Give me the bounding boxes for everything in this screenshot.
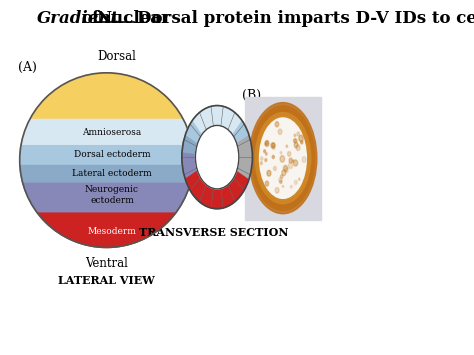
FancyBboxPatch shape xyxy=(245,97,321,220)
Text: Gradient: Gradient xyxy=(37,10,119,27)
Polygon shape xyxy=(192,105,242,135)
Circle shape xyxy=(294,180,297,185)
Polygon shape xyxy=(185,171,249,209)
Circle shape xyxy=(271,143,275,148)
Text: (B): (B) xyxy=(242,89,261,102)
Text: Nuclear: Nuclear xyxy=(96,10,170,27)
Circle shape xyxy=(265,141,269,147)
Circle shape xyxy=(192,145,200,157)
Circle shape xyxy=(264,150,265,153)
Circle shape xyxy=(301,141,303,144)
Text: TRANSVERSE SECTION: TRANSVERSE SECTION xyxy=(139,226,289,237)
Circle shape xyxy=(189,156,198,168)
Circle shape xyxy=(267,170,271,176)
Circle shape xyxy=(299,135,303,142)
Polygon shape xyxy=(237,153,253,179)
Circle shape xyxy=(265,181,269,186)
Circle shape xyxy=(289,158,292,163)
Polygon shape xyxy=(237,135,252,179)
Circle shape xyxy=(281,175,283,179)
Circle shape xyxy=(293,160,298,166)
Ellipse shape xyxy=(261,122,305,194)
Circle shape xyxy=(296,145,300,151)
Circle shape xyxy=(288,152,291,156)
Circle shape xyxy=(265,143,267,145)
Circle shape xyxy=(265,153,267,155)
Polygon shape xyxy=(237,135,252,154)
Circle shape xyxy=(260,162,262,165)
Polygon shape xyxy=(232,121,249,144)
Circle shape xyxy=(289,163,292,169)
Polygon shape xyxy=(182,153,198,179)
Circle shape xyxy=(280,180,282,184)
Circle shape xyxy=(272,155,274,159)
Polygon shape xyxy=(36,212,177,247)
Text: of: of xyxy=(82,10,100,27)
Polygon shape xyxy=(185,121,202,144)
Ellipse shape xyxy=(249,103,317,214)
Circle shape xyxy=(273,166,276,171)
Ellipse shape xyxy=(255,113,311,204)
Circle shape xyxy=(299,178,300,180)
Circle shape xyxy=(285,168,288,173)
Circle shape xyxy=(293,139,296,143)
Circle shape xyxy=(275,187,279,193)
Circle shape xyxy=(280,151,282,154)
Circle shape xyxy=(265,141,268,145)
Polygon shape xyxy=(22,182,191,212)
Text: LATERAL VIEW: LATERAL VIEW xyxy=(58,275,155,286)
Polygon shape xyxy=(182,135,198,154)
Circle shape xyxy=(273,146,275,150)
Circle shape xyxy=(294,139,297,143)
Circle shape xyxy=(279,178,282,182)
Circle shape xyxy=(294,142,298,148)
Text: Dorsal ectoderm: Dorsal ectoderm xyxy=(73,150,150,159)
Circle shape xyxy=(265,159,267,162)
Text: Amnioserosa: Amnioserosa xyxy=(82,128,142,137)
Ellipse shape xyxy=(257,116,309,200)
Circle shape xyxy=(286,145,288,147)
Circle shape xyxy=(297,132,300,136)
Text: Mesoderm: Mesoderm xyxy=(88,227,137,236)
Polygon shape xyxy=(21,120,192,144)
Circle shape xyxy=(292,160,294,163)
Text: Lateral ectoderm: Lateral ectoderm xyxy=(72,169,152,178)
Circle shape xyxy=(189,167,198,179)
Circle shape xyxy=(193,134,201,146)
Circle shape xyxy=(302,157,306,163)
Ellipse shape xyxy=(253,109,313,207)
Ellipse shape xyxy=(20,73,193,247)
Circle shape xyxy=(283,165,288,171)
Circle shape xyxy=(275,122,279,127)
Polygon shape xyxy=(20,164,193,182)
Circle shape xyxy=(282,185,283,187)
Circle shape xyxy=(182,105,253,209)
Circle shape xyxy=(272,143,275,148)
Ellipse shape xyxy=(251,106,315,211)
Circle shape xyxy=(294,134,296,137)
Circle shape xyxy=(195,125,239,189)
Ellipse shape xyxy=(259,119,307,197)
Circle shape xyxy=(291,185,292,188)
Circle shape xyxy=(261,157,263,160)
Polygon shape xyxy=(20,144,193,164)
Text: Ventral: Ventral xyxy=(85,257,128,271)
Text: Dorsal protein imparts D-V IDs to cells: Dorsal protein imparts D-V IDs to cells xyxy=(137,10,474,27)
Text: Neurogenic
ectoderm: Neurogenic ectoderm xyxy=(85,185,139,204)
Text: Dorsal: Dorsal xyxy=(97,50,136,63)
Ellipse shape xyxy=(260,118,306,198)
Circle shape xyxy=(280,155,284,162)
Circle shape xyxy=(282,170,286,176)
Circle shape xyxy=(278,129,282,135)
Text: (A): (A) xyxy=(18,61,37,74)
Ellipse shape xyxy=(263,126,302,190)
